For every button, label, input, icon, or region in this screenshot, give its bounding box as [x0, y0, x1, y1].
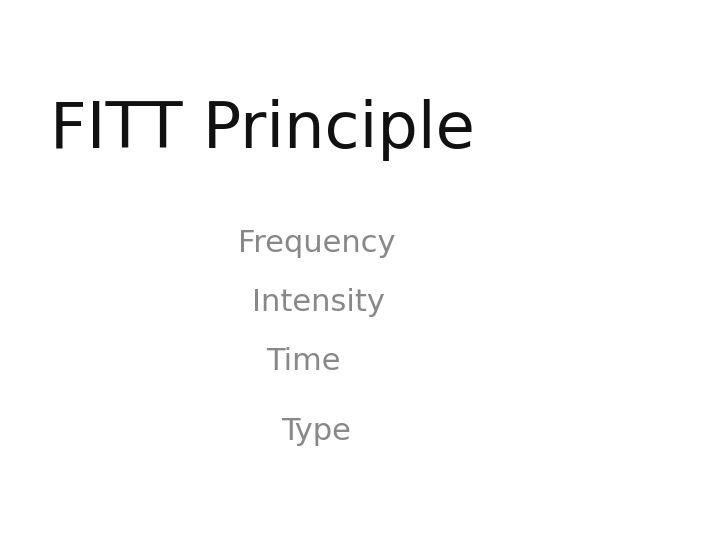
- Text: Intensity: Intensity: [252, 288, 385, 317]
- Text: Type: Type: [281, 417, 351, 447]
- Text: FITT Principle: FITT Principle: [50, 99, 475, 160]
- Text: Time: Time: [266, 347, 341, 376]
- Text: Frequency: Frequency: [238, 228, 395, 258]
